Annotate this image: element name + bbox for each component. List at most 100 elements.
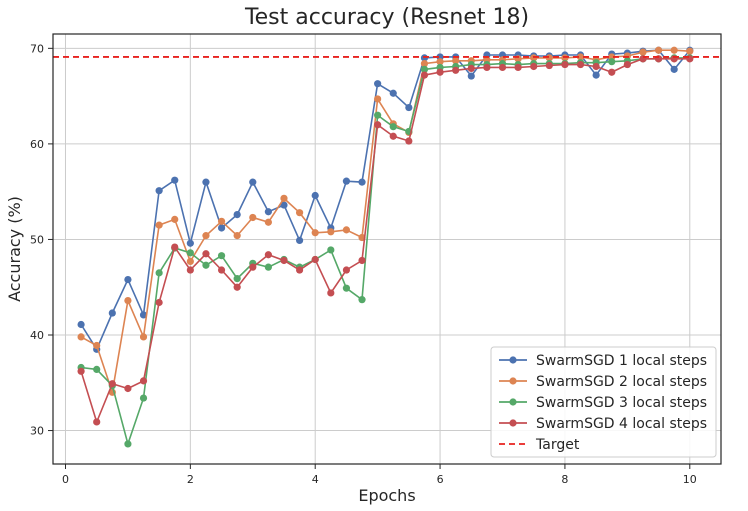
legend-label: Target	[535, 437, 580, 453]
data-point	[420, 71, 429, 79]
plot-frame	[52, 33, 722, 465]
data-point	[233, 275, 241, 283]
data-point	[389, 132, 397, 140]
data-point	[93, 365, 101, 373]
series-line	[80, 49, 691, 352]
data-point	[155, 221, 163, 229]
data-point	[264, 263, 272, 271]
legend-label: SwarmSGD 2 local steps	[536, 374, 707, 390]
data-point	[389, 89, 397, 97]
data-point	[186, 239, 194, 247]
data-point	[374, 121, 382, 129]
series-2	[77, 46, 694, 396]
y-tick-label: 60	[30, 138, 44, 151]
data-point	[155, 187, 163, 195]
data-point	[77, 333, 85, 341]
legend-label: SwarmSGD 1 local steps	[536, 353, 707, 369]
data-point	[686, 47, 694, 55]
data-point	[139, 377, 148, 385]
data-point	[280, 256, 288, 265]
data-point	[608, 58, 616, 66]
legend-swatch-marker	[509, 356, 517, 364]
data-point	[249, 263, 257, 271]
data-point	[202, 261, 210, 269]
data-point	[311, 191, 319, 200]
data-point	[623, 60, 631, 69]
data-point	[264, 208, 272, 216]
data-point	[530, 62, 538, 71]
data-point	[342, 266, 351, 274]
data-point	[155, 269, 163, 277]
chart-title: Test accuracy (Resnet 18)	[244, 5, 529, 30]
data-point	[452, 66, 460, 74]
data-point	[342, 177, 351, 185]
legend-item: Target	[499, 437, 580, 453]
data-point	[670, 46, 678, 54]
data-point	[202, 232, 210, 240]
data-point	[249, 178, 257, 186]
data-point	[576, 60, 585, 69]
data-point	[639, 48, 647, 56]
series-line	[81, 57, 690, 447]
series-1	[77, 46, 694, 353]
data-point	[311, 229, 319, 237]
legend-label: SwarmSGD 3 local steps	[536, 395, 707, 411]
data-point	[654, 46, 663, 54]
y-tick-label: 50	[30, 233, 44, 246]
data-point	[561, 60, 569, 69]
legend-item: SwarmSGD 3 local steps	[499, 395, 707, 411]
data-point	[124, 297, 132, 305]
data-point	[139, 311, 148, 319]
legend-swatch-marker	[509, 377, 517, 385]
x-tick-label: 10	[683, 473, 697, 486]
data-point	[576, 53, 585, 61]
data-point	[217, 252, 226, 260]
data-point	[592, 71, 600, 79]
data-point	[358, 178, 366, 186]
data-point	[249, 213, 257, 222]
data-point	[498, 63, 507, 72]
data-point	[545, 61, 553, 70]
x-tick-label: 6	[437, 473, 444, 486]
data-point	[295, 209, 304, 217]
data-point	[233, 283, 241, 291]
data-point	[467, 72, 475, 80]
series-4	[77, 55, 694, 426]
legend-label: SwarmSGD 4 local steps	[536, 416, 707, 432]
data-point	[77, 367, 85, 375]
y-tick-label: 70	[30, 42, 44, 55]
series-layer	[53, 46, 721, 448]
data-point	[327, 228, 335, 236]
data-point	[77, 320, 85, 329]
legend: SwarmSGD 1 local steps SwarmSGD 2 local s…	[490, 346, 717, 458]
grid	[53, 34, 721, 464]
data-point	[405, 103, 413, 112]
data-point	[342, 226, 351, 234]
data-point	[202, 178, 210, 186]
data-point	[295, 266, 304, 274]
data-point	[514, 63, 522, 72]
data-point	[233, 211, 241, 219]
data-point	[139, 333, 148, 341]
data-point	[670, 65, 678, 73]
axis-ticks: 0 2 4 6 8 10 30 40 50 60 70	[30, 42, 697, 486]
legend-box	[490, 346, 717, 458]
data-point	[93, 418, 101, 426]
data-point	[93, 341, 101, 350]
x-tick-label: 8	[561, 473, 568, 486]
data-point	[171, 215, 179, 223]
y-tick-label: 40	[30, 329, 44, 342]
data-point	[342, 284, 351, 292]
data-point	[374, 80, 382, 88]
legend-item: SwarmSGD 2 local steps	[499, 374, 707, 390]
data-point	[217, 217, 226, 225]
x-tick-label: 2	[187, 473, 194, 486]
x-axis-label: Epochs	[358, 486, 415, 505]
data-point	[452, 57, 460, 65]
series-line	[80, 49, 690, 393]
data-point	[374, 95, 382, 103]
data-point	[405, 137, 413, 145]
y-axis-label: Accuracy (%)	[5, 196, 24, 302]
legend-item: SwarmSGD 4 local steps	[499, 416, 707, 432]
